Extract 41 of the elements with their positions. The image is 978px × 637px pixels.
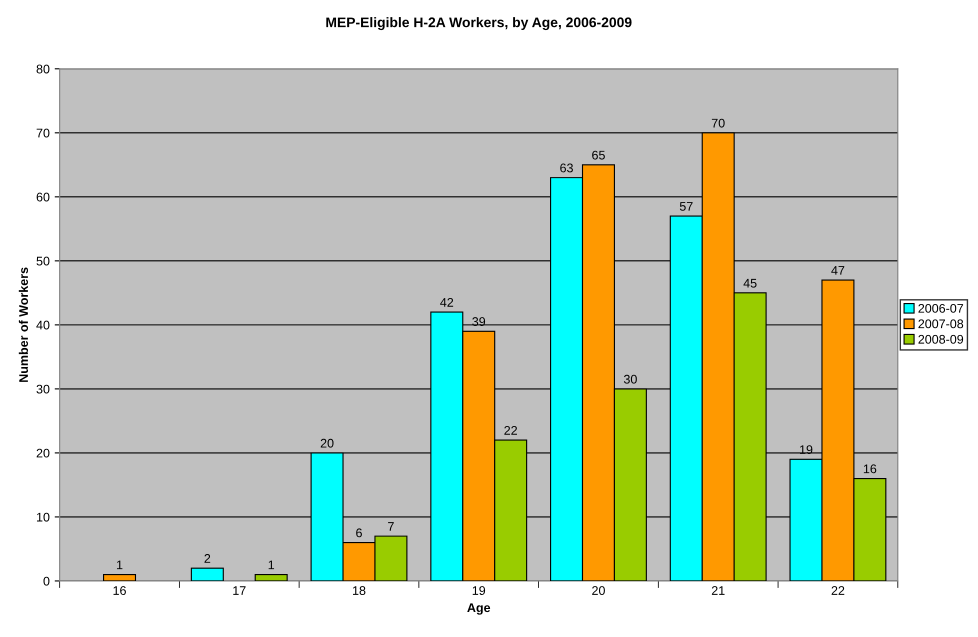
y-tick-label: 80 — [36, 64, 50, 74]
data-label: 22 — [504, 426, 517, 435]
x-tick-label: 20 — [592, 586, 605, 595]
y-tick-label: 40 — [36, 320, 50, 330]
data-label: 2 — [204, 554, 210, 563]
data-label: 7 — [388, 522, 394, 531]
y-tick-label: 10 — [36, 512, 50, 522]
x-tick-label: 18 — [353, 586, 366, 595]
legend-label: 2008-09 — [918, 334, 964, 344]
data-label: 45 — [743, 278, 757, 288]
y-tick-label: 60 — [36, 192, 50, 202]
x-tick-label: 16 — [114, 586, 126, 595]
data-label: 65 — [592, 150, 605, 160]
data-label: 63 — [560, 164, 573, 172]
data-label: 57 — [680, 202, 693, 211]
y-tick-label: 0 — [43, 576, 50, 586]
data-label: 47 — [831, 266, 844, 275]
data-label: 30 — [624, 374, 637, 384]
y-tick-label: 50 — [36, 256, 50, 266]
x-axis-title: Age — [467, 603, 490, 615]
chart-title: MEP-Eligible H-2A Workers, by Age, 2006-2009 — [326, 17, 632, 30]
data-label: 70 — [712, 118, 725, 128]
y-tick-label: 30 — [36, 384, 50, 394]
data-label: 20 — [320, 438, 334, 448]
data-label: 1 — [268, 560, 274, 570]
x-tick-label: 22 — [832, 586, 844, 595]
legend-label: 2006-07 — [918, 304, 964, 313]
y-axis-title: Number of Workers — [18, 267, 28, 382]
data-label: 6 — [356, 528, 362, 538]
legend-label: 2007-08 — [918, 319, 964, 328]
data-label: 42 — [440, 298, 454, 307]
data-label: 16 — [864, 464, 876, 474]
bar — [254, 574, 288, 581]
y-tick-label: 20 — [36, 448, 50, 458]
data-label: 1 — [117, 560, 122, 570]
x-tick-label: 21 — [712, 586, 725, 595]
bar — [103, 574, 136, 581]
x-tick-label: 19 — [472, 586, 486, 595]
y-tick-label: 70 — [36, 128, 50, 138]
bar — [190, 568, 224, 581]
x-tick-label: 17 — [233, 586, 246, 595]
